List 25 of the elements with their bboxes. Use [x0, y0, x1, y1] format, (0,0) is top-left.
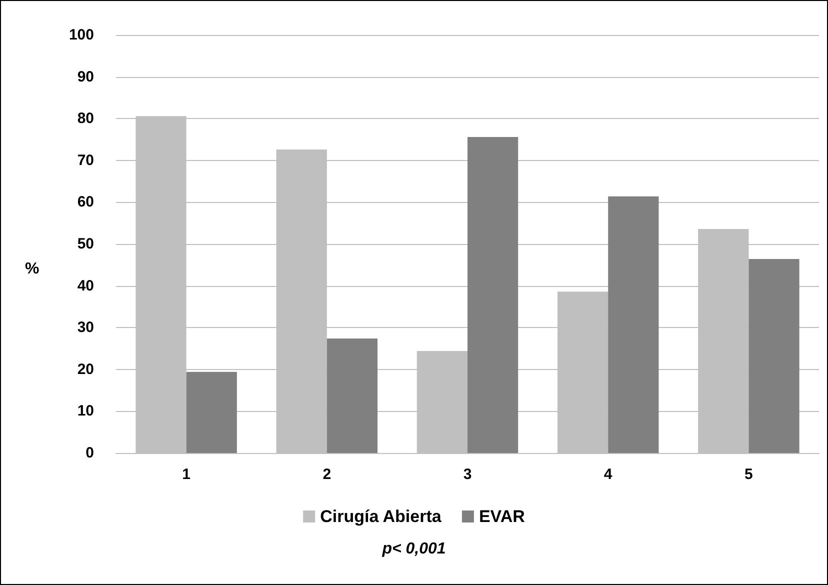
y-tick-label: 40	[77, 277, 94, 294]
legend-label: Cirugía Abierta	[320, 507, 442, 526]
x-tick-label: 2	[322, 466, 332, 483]
text: p< 0,001	[381, 540, 446, 558]
y-tick-label: 10	[77, 402, 94, 420]
legend-label: EVAR	[478, 507, 525, 526]
x-tick-label: 3	[463, 466, 472, 483]
x-tick-label: 1	[182, 466, 190, 483]
y-tick-label: 70	[77, 152, 94, 169]
bar	[608, 196, 659, 453]
y-tick-label: 20	[77, 360, 94, 378]
y-axis-title: %	[25, 260, 40, 278]
bar	[468, 136, 518, 453]
x-tick-label: 5	[744, 466, 753, 483]
y-tick-label: 80	[77, 110, 94, 128]
y-tick-label: 0	[86, 444, 94, 462]
y-tick-label: 50	[77, 236, 94, 252]
y-tick-label: 30	[77, 319, 94, 336]
bar	[748, 259, 800, 453]
y-tick-label: 100	[68, 26, 94, 44]
x-tick-label: 4	[604, 466, 613, 483]
y-tick-label: 60	[77, 194, 94, 211]
bar	[326, 338, 378, 453]
y-tick-label: 90	[77, 68, 94, 86]
bar	[186, 372, 237, 453]
